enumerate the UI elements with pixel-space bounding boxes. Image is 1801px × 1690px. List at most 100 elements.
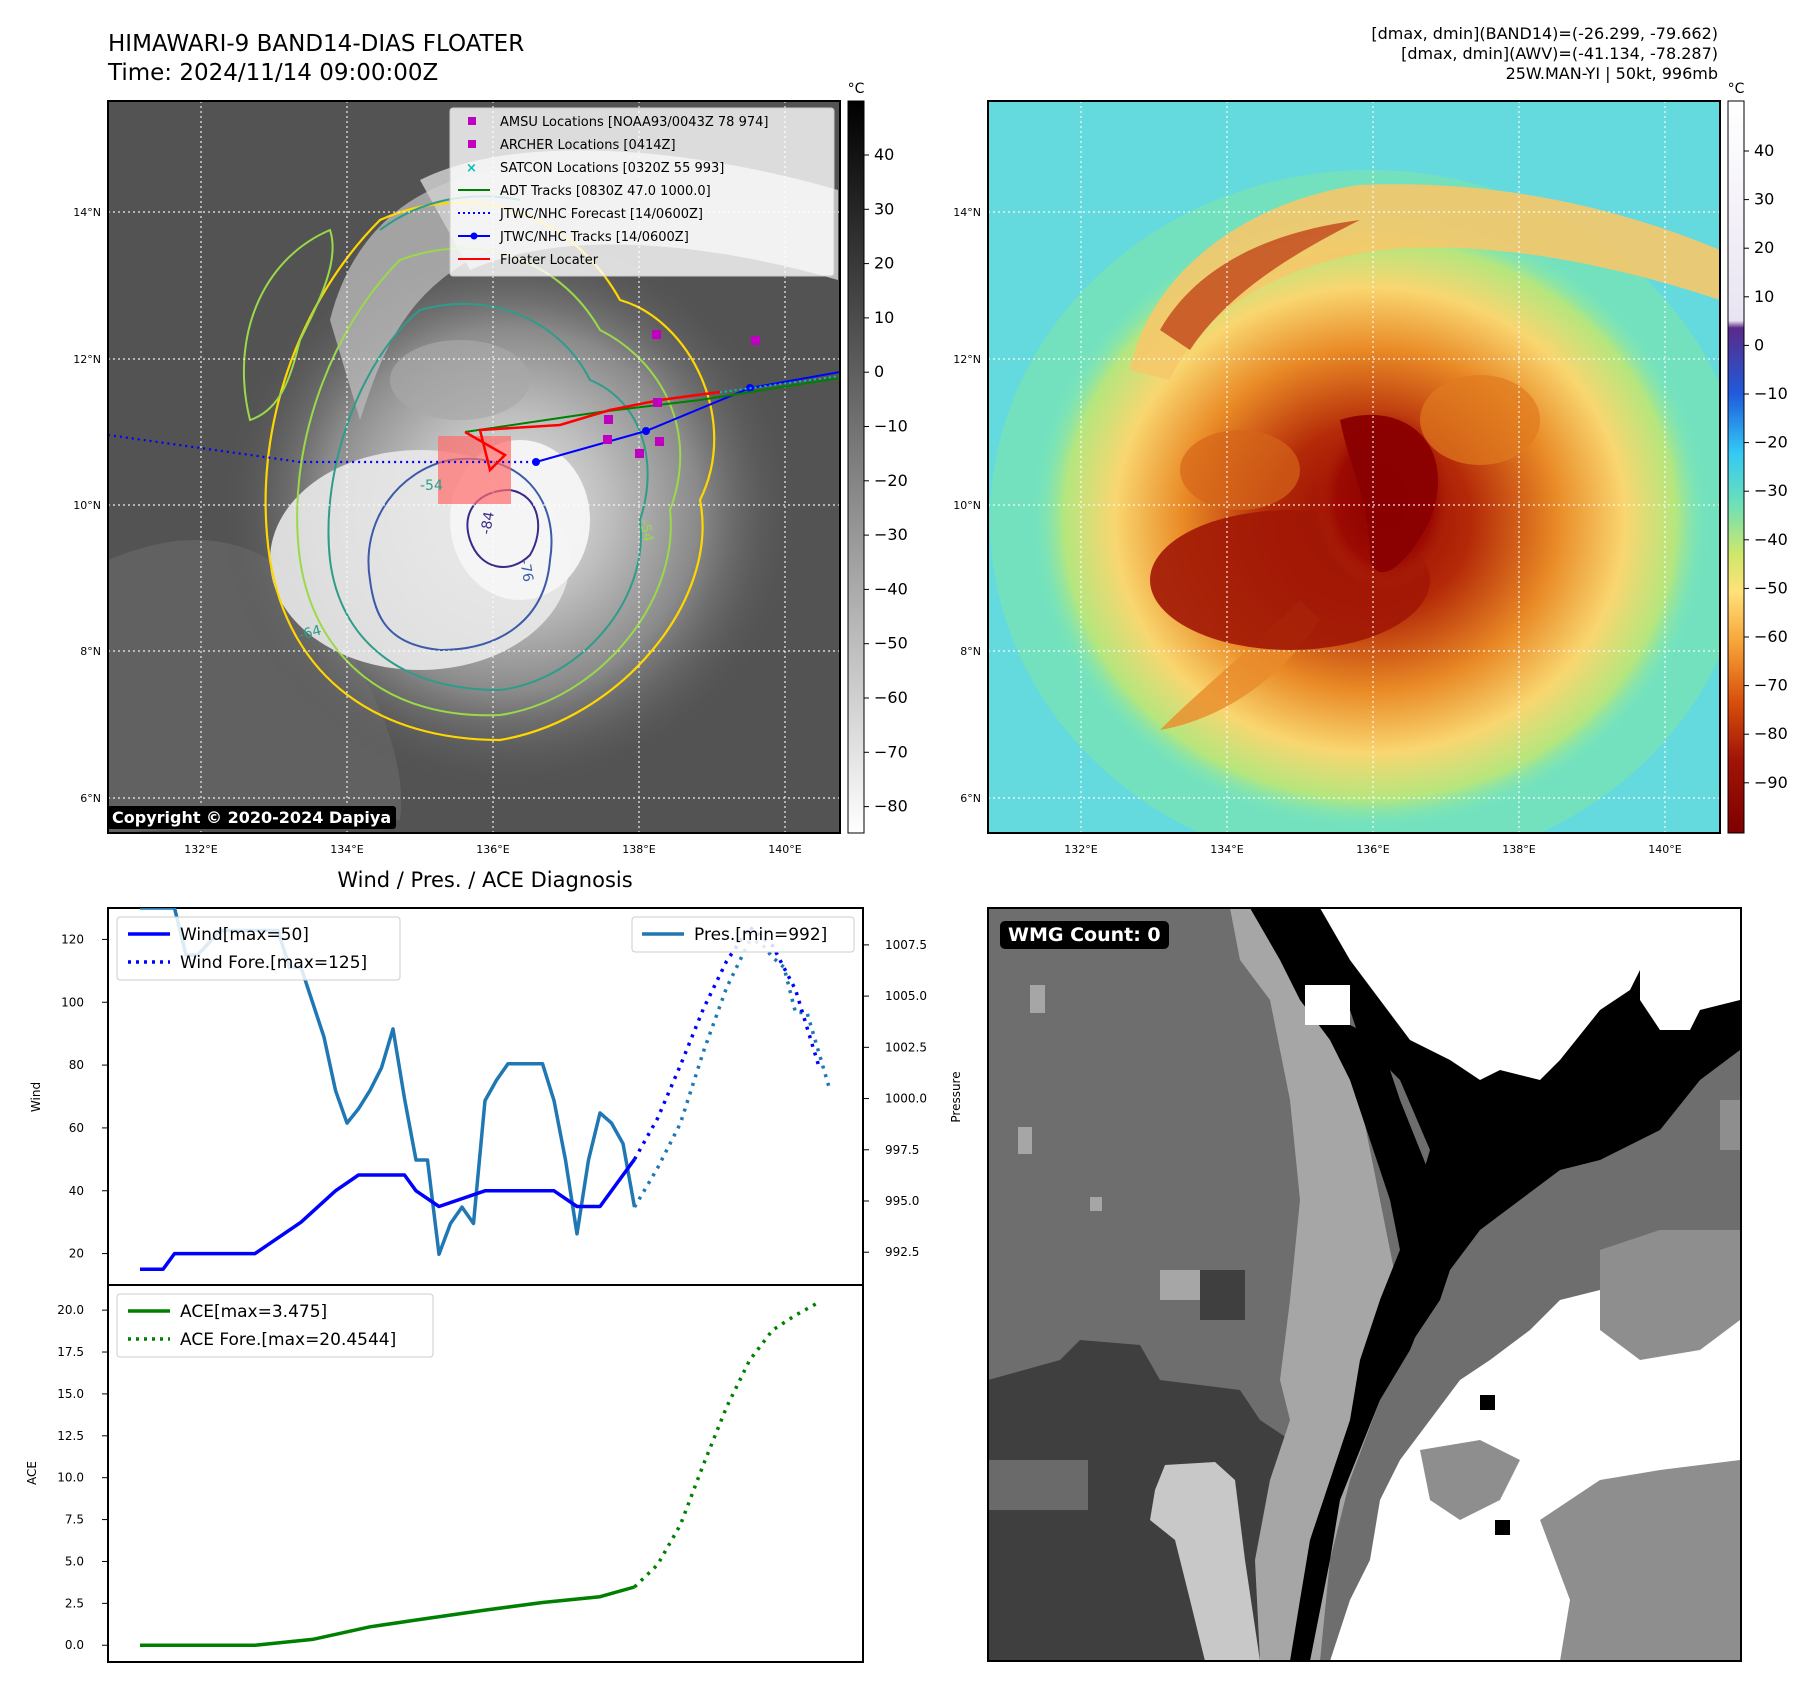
- wind-tick-label: 60: [69, 1121, 84, 1135]
- pressure-tick-label: 1000.0: [885, 1092, 927, 1106]
- contour-label: -64: [297, 622, 323, 643]
- ace-series-0: [140, 1585, 635, 1647]
- lat-tick: 14°N: [73, 206, 101, 219]
- colorbar-tick-label: −90: [1754, 773, 1788, 792]
- title-line1: HIMAWARI-9 BAND14-DIAS FLOATER: [108, 31, 524, 57]
- contour-label: -84: [478, 510, 498, 535]
- pressure-tick-label: 1007.5: [885, 938, 927, 952]
- ace-axis-label: ACE: [25, 1461, 39, 1485]
- legend-marker-archer: [468, 140, 476, 148]
- colorbar-tick-label: −10: [1754, 384, 1788, 403]
- copyright-badge: Copyright © 2020-2024 Dapiya: [107, 806, 397, 829]
- colorbar-tick-label: −50: [874, 634, 908, 653]
- color-colorbar: °C 40 30 20 10 0 −10 −20 −30 −40 −50 −60 −70 −80 −90: [1727, 81, 1788, 834]
- legend-marker-satcon: ×: [466, 161, 477, 176]
- pressure-tick-label: 992.5: [885, 1245, 919, 1259]
- contour-label: -76: [516, 558, 536, 583]
- right-map-axis-labels: 132°E 134°E 136°E 138°E 140°E 14°N 12°N …: [953, 206, 1682, 856]
- info-line3: 25W.MAN-YI | 50kt, 996mb: [1506, 64, 1718, 83]
- wmg-count-badge: WMG Count: 0: [1000, 921, 1169, 949]
- legend-label-wind-fore: Wind Fore.[max=125]: [180, 953, 367, 973]
- colorbar-tick-label: −20: [1754, 433, 1788, 452]
- colorbar-tick-label: −80: [874, 797, 908, 816]
- legend-label-tracks: JTWC/NHC Tracks [14/0600Z]: [499, 230, 689, 245]
- colorbar-tick-label: −30: [874, 525, 908, 544]
- ir-color-map: [988, 101, 1720, 833]
- pressure-tick-label: 995.0: [885, 1194, 919, 1208]
- lon-tick: 140°E: [1648, 843, 1681, 856]
- lat-tick: 6°N: [960, 792, 981, 805]
- colorbar-tick-label: 0: [1754, 335, 1764, 354]
- ace-tick-label: 0.0: [65, 1638, 84, 1652]
- lat-tick: 8°N: [80, 645, 101, 658]
- colorbar-tick-label: −40: [874, 579, 908, 598]
- wind-tick-label: 40: [69, 1184, 84, 1198]
- legend-label-ace: ACE[max=3.475]: [180, 1302, 327, 1322]
- colorbar-tick-label: 30: [874, 199, 894, 218]
- lon-tick: 134°E: [1210, 843, 1243, 856]
- legend-label-archer: ARCHER Locations [0414Z]: [500, 138, 676, 153]
- ace-tick-label: 12.5: [57, 1429, 84, 1443]
- left-map-axis-labels: 132°E 134°E 136°E 138°E 140°E 14°N 12°N …: [73, 206, 802, 856]
- ir-color-map-frame: [987, 100, 1721, 834]
- legend-label-amsu: AMSU Locations [NOAA93/0043Z 78 974]: [500, 115, 768, 130]
- wmg-map: [988, 908, 1741, 1661]
- ace-tick-label: 17.5: [57, 1345, 84, 1359]
- wind-axis-label: Wind: [29, 1082, 43, 1112]
- colorbar-tick-label: −70: [1754, 676, 1788, 695]
- lat-tick: 14°N: [953, 206, 981, 219]
- wind-tick-label: 80: [69, 1058, 84, 1072]
- lon-tick: 136°E: [1356, 843, 1389, 856]
- wind-tick-label: 20: [69, 1247, 84, 1261]
- ace-legend: ACE[max=3.475] ACE Fore.[max=20.4544]: [116, 1293, 434, 1358]
- colorbar-tick-label: −70: [874, 742, 908, 761]
- colorbar-tick-label: 40: [874, 145, 894, 164]
- ace-tick-label: 5.0: [65, 1554, 84, 1568]
- colorbar-tick-label: 30: [1754, 190, 1774, 209]
- legend-label-forecast: JTWC/NHC Forecast [14/0600Z]: [499, 207, 703, 222]
- lon-tick: 136°E: [476, 843, 509, 856]
- lat-tick: 8°N: [960, 645, 981, 658]
- legend-label-wind: Wind[max=50]: [180, 925, 309, 945]
- colorbar-unit: °C: [1728, 81, 1745, 97]
- colorbar-tick-label: −60: [874, 688, 908, 707]
- lat-tick: 10°N: [953, 499, 981, 512]
- ace-tick-label: 20.0: [57, 1303, 84, 1317]
- info-line1: [dmax, dmin](BAND14)=(-26.299, -79.662): [1371, 24, 1718, 43]
- colorbar-tick-label: −10: [874, 417, 908, 436]
- legend-label-ace-fore: ACE Fore.[max=20.4544]: [180, 1330, 396, 1350]
- colorbar-tick-label: 40: [1754, 141, 1774, 160]
- lat-tick: 6°N: [80, 792, 101, 805]
- wind-series-1: [632, 925, 821, 1161]
- map-legend: AMSU Locations [NOAA93/0043Z 78 974] ARC…: [449, 107, 835, 277]
- legend-label-floater: Floater Locater: [500, 253, 599, 268]
- colorbar-tick-label: −60: [1754, 627, 1788, 646]
- lon-tick: 132°E: [184, 843, 217, 856]
- colorbar-tick-label: −20: [874, 471, 908, 490]
- gray-colorbar: °C 40 30 20 10 0 −10 −20 −30 −40 −50 −60 −70 −80: [847, 81, 908, 834]
- colorbar-tick-label: −40: [1754, 530, 1788, 549]
- pressure-tick-label: 1005.0: [885, 989, 927, 1003]
- ace-series-1: [633, 1300, 820, 1589]
- wind-series-0: [140, 1158, 636, 1272]
- contour-label: -54: [636, 518, 656, 543]
- pressure-axis-label: Pressure: [949, 1071, 963, 1122]
- colorbar-tick-label: 0: [874, 362, 884, 381]
- contour-label: -54: [420, 478, 443, 494]
- lon-tick: 132°E: [1064, 843, 1097, 856]
- colorbar-unit: °C: [848, 81, 865, 97]
- ace-tick-label: 15.0: [57, 1387, 84, 1401]
- pressure-tick-label: 997.5: [885, 1143, 919, 1157]
- wind-tick-label: 120: [61, 932, 84, 946]
- pressure-tick-label: 1002.5: [885, 1040, 927, 1054]
- lon-tick: 138°E: [1502, 843, 1535, 856]
- colorbar-tick-label: 10: [1754, 287, 1774, 306]
- legend-marker-amsu: [468, 117, 476, 125]
- lat-tick: 12°N: [73, 353, 101, 366]
- lat-tick: 10°N: [73, 499, 101, 512]
- lat-tick: 12°N: [953, 353, 981, 366]
- ir-gray-map-frame: [107, 100, 841, 834]
- lon-tick: 140°E: [768, 843, 801, 856]
- colorbar-tick-label: 20: [874, 254, 894, 273]
